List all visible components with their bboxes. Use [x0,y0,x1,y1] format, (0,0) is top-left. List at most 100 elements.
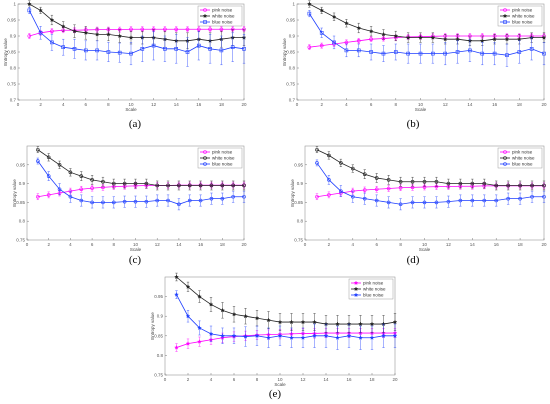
data-point [209,183,214,188]
data-point [68,194,73,199]
data-point [430,35,436,40]
y-tick-label: 0.85 [154,333,163,338]
x-tick-label: 18 [219,102,225,107]
data-point [422,200,427,205]
data-point [339,189,343,193]
y-tick-label: 0.8 [10,66,17,71]
data-point [174,27,178,32]
data-point [455,50,460,54]
data-point [94,32,100,37]
data-point [243,334,248,339]
data-point [50,29,54,34]
x-tick-label: 10 [133,242,139,247]
legend-label: pink noise [212,8,233,13]
x-tick-label: 8 [256,377,259,382]
series-line [29,28,244,37]
x-tick-label: 10 [277,377,283,382]
panel-label-e: (e) [269,388,282,400]
data-point [307,45,312,50]
x-tick-label: 18 [220,242,226,247]
legend-box [197,147,243,169]
y-tick-label: 0.75 [7,82,16,87]
data-point [434,179,439,184]
data-point [90,186,94,190]
series-line [309,13,545,56]
legend-label: white noise [512,156,535,161]
data-point [506,196,510,201]
legend-marker [503,20,507,24]
data-point [174,345,179,350]
data-point [101,200,105,205]
legend-marker [503,150,507,154]
data-point [220,307,225,313]
y-tick-label: 0.8 [297,219,304,224]
data-point [506,183,510,188]
data-point [117,33,122,38]
data-point [144,199,149,204]
data-point [431,51,435,56]
legend-marker [203,156,207,160]
x-tick-label: 12 [155,242,161,247]
x-tick-label: 20 [541,242,547,247]
data-point [362,196,367,201]
data-point [422,179,427,184]
data-point [243,313,248,319]
y-tick-label: 0.9 [10,34,17,39]
data-point [219,27,224,32]
y-tick-label: 0.9 [297,181,304,186]
data-point [90,178,94,182]
data-point [163,27,167,32]
legend-label: pink noise [212,150,233,155]
data-point [266,317,271,323]
x-tick-label: 4 [62,102,65,107]
data-point [220,196,225,201]
data-point [197,27,201,32]
x-axis-label: Scale [419,247,431,252]
x-tick-label: 16 [346,377,352,382]
x-tick-label: 0 [164,377,167,382]
legend-label: blue noise [512,162,533,167]
data-point [46,174,51,178]
x-tick-label: 8 [113,242,116,247]
data-point [231,311,237,317]
x-tick-label: 2 [47,242,50,247]
series-blue-noise [27,6,246,67]
data-point [315,194,319,199]
data-point [468,48,472,53]
x-tick-label: 16 [198,242,204,247]
data-point [266,335,271,340]
x-tick-label: 16 [494,242,500,247]
data-point [362,172,367,176]
data-point [381,333,386,338]
series-line [309,3,544,42]
x-tick-label: 14 [174,102,180,107]
data-point [198,198,203,203]
x-tick-label: 16 [492,102,498,107]
data-point [392,319,398,325]
data-point [530,194,534,199]
x-tick-label: 10 [422,242,428,247]
data-point [289,319,294,325]
x-axis-label: Scale [274,382,286,387]
x-tick-label: 14 [467,102,473,107]
data-point [209,196,214,201]
data-point [482,181,487,186]
legend-label: white noise [212,14,235,19]
y-tick-label: 0.75 [154,373,163,378]
data-point [174,292,179,297]
data-point [101,179,105,184]
data-point [220,333,225,338]
x-tick-label: 14 [470,242,476,247]
series-line [176,294,395,339]
x-tick-label: 4 [69,242,72,247]
legend-label: pink noise [512,150,533,155]
data-point [319,8,324,13]
x-tick-label: 8 [395,102,398,107]
data-point [350,194,355,199]
data-point [368,28,374,34]
series-white-noise [307,0,547,46]
y-tick-label: 1 [13,2,16,7]
data-point [482,198,487,203]
data-point [405,35,411,40]
